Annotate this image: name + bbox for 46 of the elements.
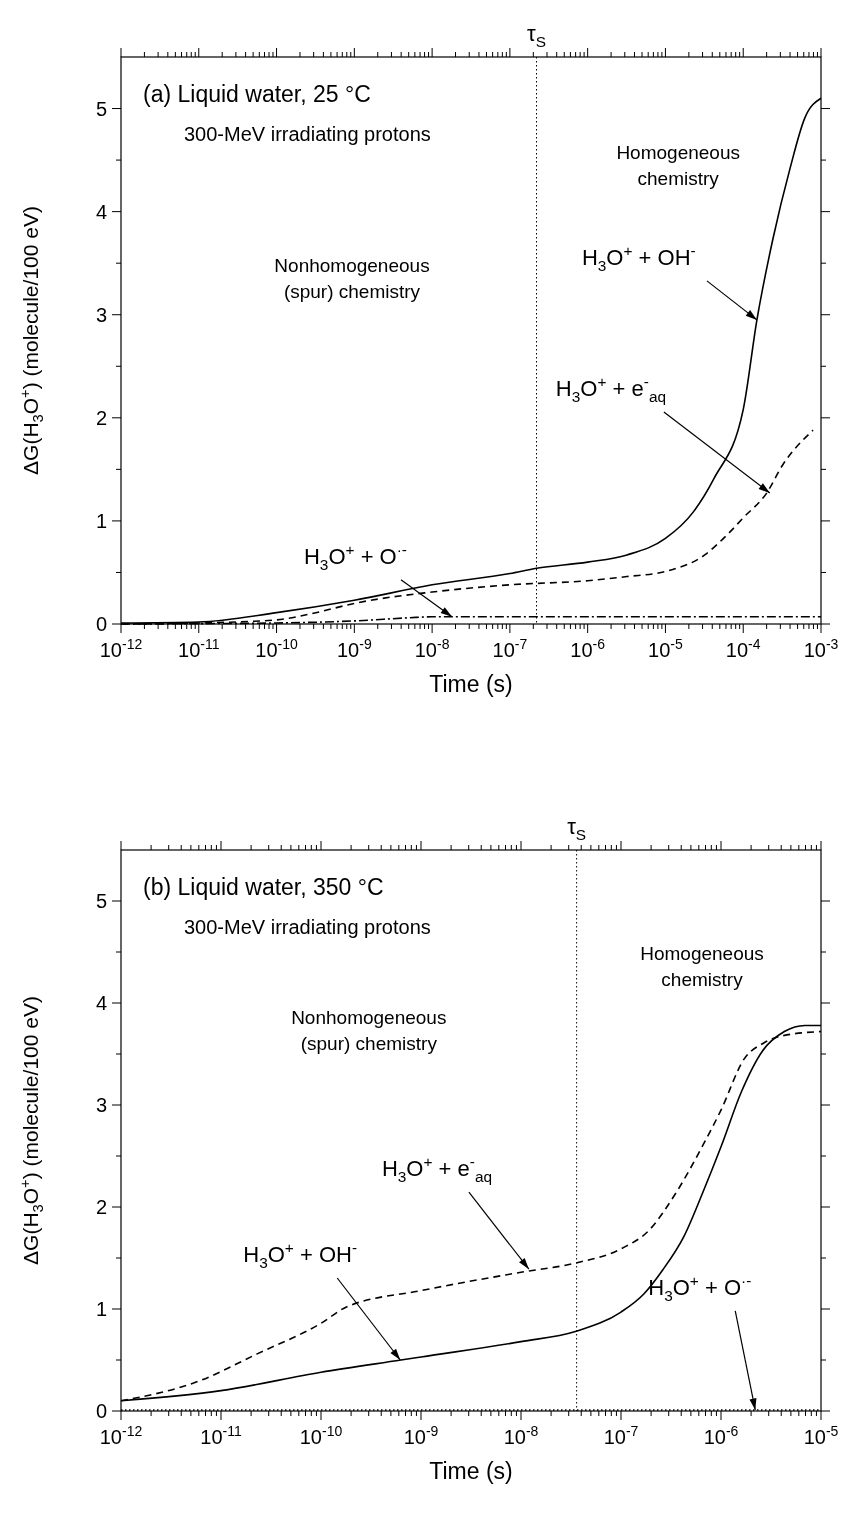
- x-tick-label: 10$^{-3}$: [803, 636, 839, 661]
- x-tick-label: 10$^{-9}$: [403, 1423, 439, 1448]
- x-axis-title: Time (s): [429, 671, 513, 697]
- text: (b) Liquid water, 350 °C: [143, 874, 384, 900]
- x-tick-label: 10$^{-8}$: [503, 1423, 539, 1448]
- x-tick-label: 10$^{-12}$: [99, 1423, 143, 1448]
- y-tick-label: 1: [95, 1298, 107, 1320]
- x-tick-label: 10$^{-11}$: [178, 636, 220, 661]
- x-tick-label: 10$^{-6}$: [703, 1423, 739, 1448]
- x-axis-title: Time (s): [429, 1458, 513, 1484]
- x-tick-label: 10$^{-12}$: [99, 636, 143, 661]
- annotation: H$_{3}$O$^{+}$ + O$^{·-}$: [648, 1272, 752, 1304]
- x-tick-label: 10$^{-8}$: [414, 636, 450, 661]
- text: (a) Liquid water, 25 °C: [143, 81, 371, 107]
- ref-line-label: τ$_{S}$: [527, 21, 547, 50]
- annotation: Nonhomogeneous (spur) chemistry: [274, 255, 430, 303]
- annotation: H$_{3}$O$^{+}$ + OH$^{-}$: [243, 1239, 358, 1271]
- y-tick-label: 0: [95, 613, 107, 635]
- y-tick-label: 4: [95, 200, 107, 223]
- y-tick-label: 4: [95, 992, 107, 1014]
- annotation: Homogeneous chemistry: [640, 942, 764, 990]
- annotation: H$_{3}$O$^{+}$ + O$^{·-}$: [303, 540, 407, 573]
- annotation: Nonhomogeneous (spur) chemistry: [291, 1006, 447, 1054]
- ref-line-label: τ$_{S}$: [567, 814, 587, 843]
- x-tick-label: 10$^{-11}$: [200, 1423, 242, 1448]
- annotation: H$_{3}$O$^{+}$ + OH$^{-}$: [581, 242, 696, 274]
- text: 300-MeV irradiating protons: [184, 916, 431, 938]
- y-tick-label: 5: [95, 890, 107, 912]
- y-tick-label: 2: [95, 1196, 107, 1218]
- y-tick-label: 3: [95, 1094, 107, 1116]
- annotation: Homogeneous chemistry: [616, 142, 740, 190]
- y-tick-label: 1: [95, 509, 107, 532]
- x-tick-label: 10$^{-5}$: [803, 1423, 839, 1448]
- y-tick-label: 5: [95, 97, 107, 120]
- x-tick-label: 10$^{-7}$: [603, 1423, 639, 1448]
- x-tick-label: 10$^{-10}$: [255, 636, 299, 661]
- x-tick-label: 10$^{-6}$: [570, 636, 606, 661]
- y-tick-label: 0: [95, 1400, 107, 1422]
- x-tick-label: 10$^{-4}$: [725, 636, 761, 661]
- x-tick-label: 10$^{-5}$: [648, 636, 684, 661]
- x-tick-label: 10$^{-10}$: [299, 1423, 343, 1448]
- x-tick-label: 10$^{-9}$: [336, 636, 372, 661]
- y-tick-label: 3: [95, 303, 107, 326]
- text: 300-MeV irradiating protons: [184, 123, 431, 145]
- x-tick-label: 10$^{-7}$: [492, 636, 528, 661]
- y-tick-label: 2: [95, 406, 107, 429]
